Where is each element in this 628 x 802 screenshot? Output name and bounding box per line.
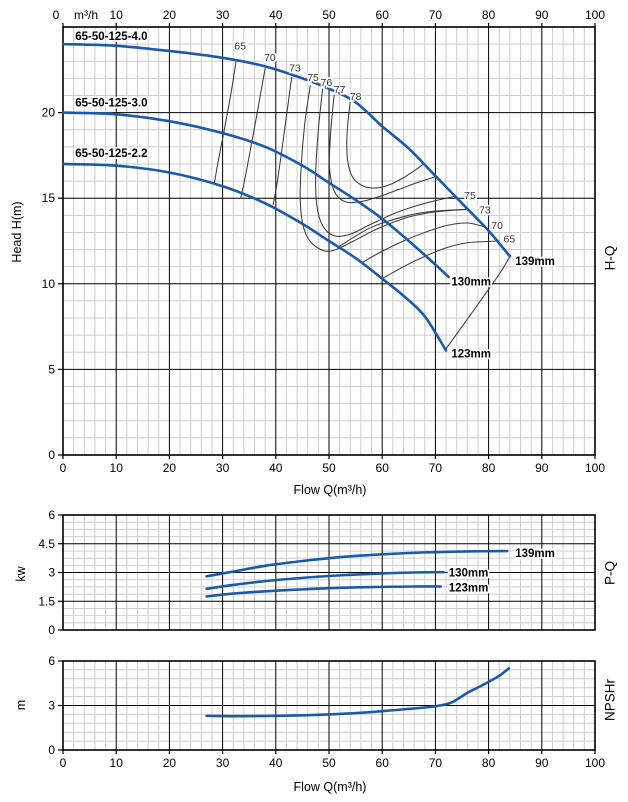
svg-text:40: 40 [269, 756, 283, 770]
svg-text:70: 70 [264, 52, 276, 64]
svg-text:10: 10 [110, 8, 124, 22]
hq-x-axis-title: Flow Q(m³/h) [293, 483, 367, 497]
svg-text:139mm: 139mm [515, 548, 555, 560]
hq-right-label: H-Q [602, 245, 618, 271]
svg-text:20: 20 [163, 756, 177, 770]
svg-text:76: 76 [320, 77, 332, 89]
svg-text:10: 10 [42, 277, 56, 291]
svg-text:3: 3 [48, 699, 55, 713]
npshr-x-axis-title: Flow Q(m³/h) [293, 780, 367, 794]
svg-text:20: 20 [163, 8, 177, 22]
svg-text:73: 73 [289, 63, 301, 75]
svg-text:40: 40 [269, 8, 283, 22]
pq-right-label: P-Q [602, 560, 618, 586]
svg-text:0: 0 [53, 8, 60, 22]
svg-text:70: 70 [429, 8, 443, 22]
svg-text:123mm: 123mm [451, 348, 491, 360]
svg-text:80: 80 [482, 756, 496, 770]
svg-text:50: 50 [322, 8, 336, 22]
svg-text:75: 75 [307, 72, 319, 84]
svg-text:50: 50 [322, 756, 336, 770]
svg-text:60: 60 [376, 756, 390, 770]
npshr-right-label: NPSHr [602, 678, 618, 722]
svg-text:70: 70 [491, 220, 503, 232]
npshr-y-axis-title: m [14, 699, 28, 711]
svg-text:50: 50 [322, 461, 336, 475]
svg-text:30: 30 [216, 461, 230, 475]
svg-text:123mm: 123mm [449, 583, 489, 595]
hq-y-axis-title: Head H(m) [10, 201, 24, 263]
svg-text:90: 90 [535, 756, 549, 770]
svg-text:90: 90 [535, 461, 549, 475]
svg-text:130mm: 130mm [451, 277, 491, 289]
svg-text:65-50-125-4.0: 65-50-125-4.0 [75, 31, 147, 43]
svg-text:6: 6 [48, 654, 55, 668]
svg-text:80: 80 [482, 8, 496, 22]
svg-text:139mm: 139mm [515, 256, 555, 268]
svg-text:1.5: 1.5 [38, 594, 55, 608]
svg-text:100: 100 [585, 756, 605, 770]
svg-text:73: 73 [479, 205, 491, 217]
svg-text:0: 0 [60, 756, 67, 770]
svg-text:0: 0 [48, 743, 55, 757]
svg-text:10: 10 [110, 461, 124, 475]
svg-text:10: 10 [110, 756, 124, 770]
svg-text:0: 0 [60, 461, 67, 475]
svg-text:30: 30 [216, 8, 230, 22]
svg-text:40: 40 [269, 461, 283, 475]
svg-text:60: 60 [376, 461, 390, 475]
svg-text:65: 65 [504, 234, 516, 246]
svg-text:130mm: 130mm [449, 568, 489, 580]
svg-text:90: 90 [535, 8, 549, 22]
svg-text:78: 78 [350, 91, 362, 103]
svg-text:65-50-125-3.0: 65-50-125-3.0 [75, 98, 147, 110]
svg-text:30: 30 [216, 756, 230, 770]
svg-text:20: 20 [42, 106, 56, 120]
svg-text:70: 70 [429, 461, 443, 475]
svg-text:65-50-125-2.2: 65-50-125-2.2 [75, 148, 147, 160]
pq-y-axis-title: kw [14, 566, 28, 582]
svg-text:77: 77 [334, 84, 346, 96]
svg-text:100: 100 [585, 8, 605, 22]
svg-text:0: 0 [48, 448, 55, 462]
svg-text:75: 75 [464, 190, 476, 202]
svg-text:20: 20 [163, 461, 177, 475]
svg-text:6: 6 [48, 508, 55, 522]
svg-text:0: 0 [48, 623, 55, 637]
svg-text:5: 5 [48, 362, 55, 376]
svg-text:60: 60 [376, 8, 390, 22]
svg-text:70: 70 [429, 756, 443, 770]
svg-text:3: 3 [48, 566, 55, 580]
svg-text:15: 15 [42, 191, 56, 205]
svg-text:65: 65 [234, 40, 246, 52]
svg-text:m³/h: m³/h [74, 8, 98, 22]
svg-text:80: 80 [482, 461, 496, 475]
svg-text:4.5: 4.5 [38, 537, 55, 551]
svg-text:100: 100 [585, 461, 605, 475]
